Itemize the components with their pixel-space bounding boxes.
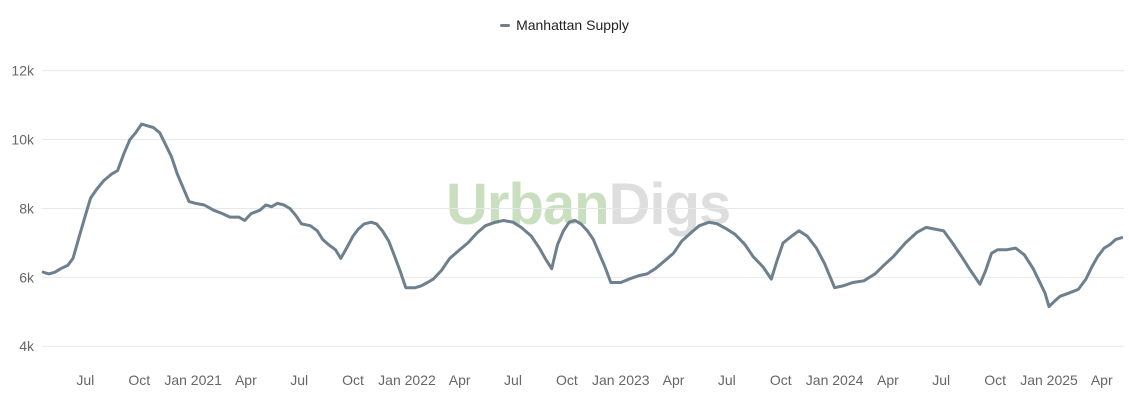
- x-tick-label: Apr: [235, 372, 257, 388]
- x-tick-label: Jul: [290, 372, 308, 388]
- x-tick-label: Apr: [449, 372, 471, 388]
- x-tick-label: Oct: [556, 372, 578, 388]
- x-tick-label: Jan 2024: [806, 372, 864, 388]
- x-tick-label: Jul: [504, 372, 522, 388]
- x-tick-label: Apr: [877, 372, 899, 388]
- series-line: [41, 122, 1124, 309]
- x-tick-label: Jan 2022: [378, 372, 436, 388]
- y-tick-label: 6k: [19, 269, 35, 285]
- x-tick-label: Jul: [76, 372, 94, 388]
- legend-swatch-icon: [500, 23, 511, 27]
- x-tick-label: Oct: [770, 372, 792, 388]
- y-tick-label: 12k: [11, 63, 35, 79]
- watermark-logo: UrbanDigs: [446, 176, 731, 234]
- x-tick-label: Apr: [1091, 372, 1113, 388]
- x-tick-label: Jul: [718, 372, 736, 388]
- x-tick-label: Jan 2021: [164, 372, 222, 388]
- x-tick-label: Jan 2025: [1020, 372, 1078, 388]
- x-tick-label: Apr: [663, 372, 685, 388]
- x-tick-label: Jan 2023: [592, 372, 650, 388]
- x-tick-label: Oct: [984, 372, 1006, 388]
- y-tick-label: 8k: [19, 200, 35, 216]
- x-tick-label: Jul: [932, 372, 950, 388]
- x-tick-label: Oct: [342, 372, 364, 388]
- y-tick-label: 10k: [11, 132, 35, 148]
- y-tick-label: 4k: [19, 338, 35, 354]
- x-tick-label: Oct: [128, 372, 150, 388]
- legend-label: Manhattan Supply: [516, 17, 629, 33]
- legend[interactable]: Manhattan Supply: [0, 17, 1129, 33]
